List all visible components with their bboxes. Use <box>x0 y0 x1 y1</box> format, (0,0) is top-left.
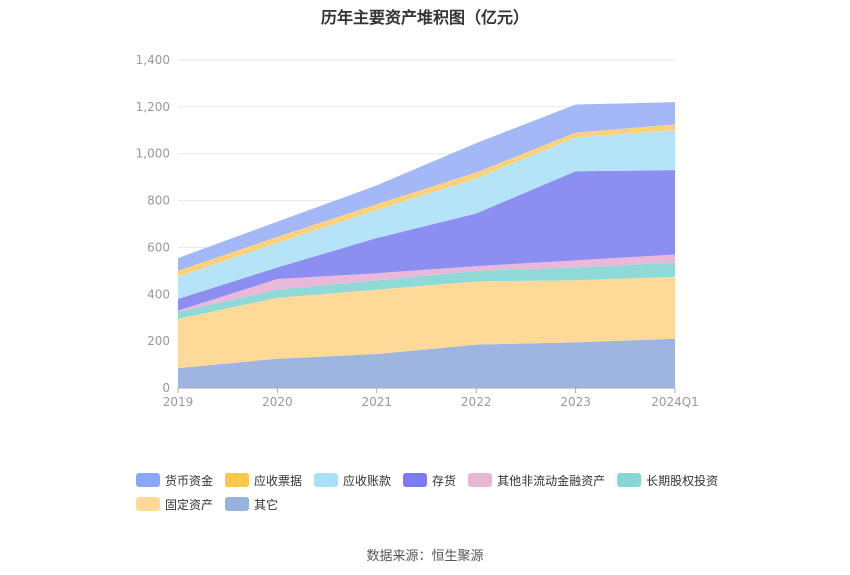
y-tick-label: 1,000 <box>136 147 170 161</box>
legend-label: 应收票据 <box>254 473 303 488</box>
legend-item[interactable]: 其他非流动金融资产 <box>468 472 605 488</box>
legend-label: 应收账款 <box>343 473 392 488</box>
legend-item[interactable]: 应收账款 <box>314 472 391 488</box>
legend-swatch <box>225 497 250 511</box>
legend-label: 长期股权投资 <box>646 473 719 488</box>
y-tick-label: 800 <box>147 194 170 208</box>
area-series <box>178 170 675 311</box>
legend: 货币资金 应收票据 应收账款 存货 其他非流动金融资产 长期股权投资固定资产 其它 <box>136 472 736 520</box>
source-note: 数据来源：恒生聚源 <box>366 549 484 564</box>
area-series <box>178 130 675 299</box>
legend-item[interactable]: 长期股权投资 <box>617 472 718 488</box>
legend-label: 固定资产 <box>165 497 214 512</box>
area-series <box>178 338 675 388</box>
legend-label: 其他非流动金融资产 <box>497 473 606 488</box>
legend-swatch <box>136 497 160 511</box>
area-series <box>178 254 675 312</box>
legend-label: 货币资金 <box>165 473 214 488</box>
x-tick-label: 2022 <box>461 395 492 409</box>
legend-item[interactable]: 货币资金 <box>136 472 213 488</box>
y-tick-label: 400 <box>147 287 170 301</box>
legend-swatch <box>314 473 339 487</box>
legend-swatch <box>136 473 160 487</box>
legend-item[interactable]: 固定资产 <box>136 496 213 512</box>
legend-label: 存货 <box>432 473 457 488</box>
y-tick-label: 1,400 <box>136 53 170 67</box>
area-layers <box>178 102 675 388</box>
area-series <box>178 262 675 319</box>
legend-item[interactable]: 存货 <box>403 472 456 488</box>
x-tick-label: 2020 <box>262 395 293 409</box>
area-series <box>178 102 675 271</box>
legend-label: 其它 <box>254 497 279 512</box>
y-tick-label: 0 <box>162 381 170 395</box>
x-tick-label: 2021 <box>362 395 393 409</box>
x-tick-label: 2024Q1 <box>651 395 699 409</box>
legend-swatch <box>617 473 642 487</box>
legend-swatch <box>225 473 250 487</box>
chart-title: 历年主要资产堆积图（亿元） <box>320 8 529 27</box>
axes: 0 200 400 600 800 1,000 1,200 1,400 2019 2020 2021… <box>136 53 699 409</box>
y-tick-label: 200 <box>147 334 170 348</box>
legend-swatch <box>468 473 493 487</box>
legend-item[interactable]: 其它 <box>225 496 278 512</box>
y-tick-label: 1,200 <box>136 100 170 114</box>
legend-swatch <box>403 473 428 487</box>
area-series <box>178 276 675 369</box>
legend-item[interactable]: 应收票据 <box>225 472 302 488</box>
x-tick-label: 2023 <box>560 395 591 409</box>
y-tick-label: 600 <box>147 240 170 254</box>
x-tick-label: 2019 <box>163 395 194 409</box>
